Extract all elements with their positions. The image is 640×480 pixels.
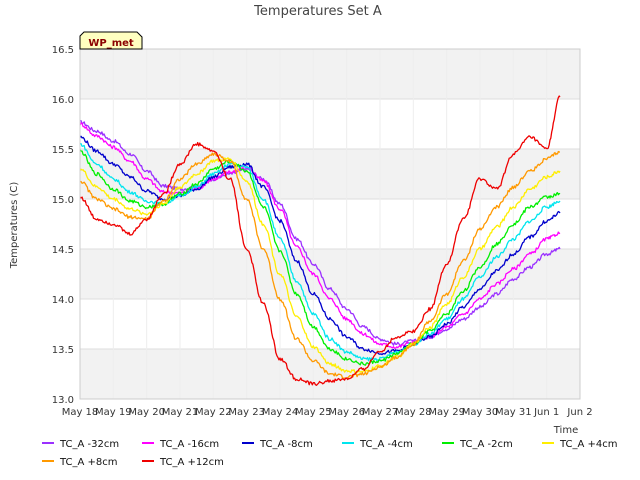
series-line <box>79 150 560 379</box>
x-tick-label: May 23 <box>228 407 265 418</box>
x-tick-label: May 26 <box>328 407 365 418</box>
y-axis-ticks: 13.0 13.5 14.0 14.5 15.0 15.5 16.0 16.5 <box>52 45 74 406</box>
plot-area <box>80 49 580 399</box>
series-line <box>79 135 561 356</box>
x-tick-label: May 19 <box>95 407 132 418</box>
y-tick-label: 13.5 <box>52 345 74 356</box>
series-line <box>79 157 561 374</box>
y-tick-label: 13.0 <box>52 395 74 406</box>
x-tick-label: May 21 <box>162 407 199 418</box>
legend-label: TC_A -4cm <box>359 439 413 450</box>
x-tick-label: Jun 2 <box>566 407 592 418</box>
y-tick-label: 15.5 <box>52 145 74 156</box>
y-axis-title: Temperatures (C) <box>9 182 20 270</box>
legend-label: TC_A -32cm <box>59 439 119 450</box>
background-band <box>80 249 580 299</box>
x-tick-label: Jun 1 <box>533 407 559 418</box>
series-line <box>79 95 561 386</box>
plot-frame <box>79 48 581 400</box>
series-lines <box>79 95 561 386</box>
legend-label: TC_A -2cm <box>459 439 513 450</box>
site-badge: WP_met <box>79 31 143 50</box>
x-tick-label: May 20 <box>128 407 165 418</box>
background-band <box>80 49 580 99</box>
chart-title: Temperatures Set A <box>253 4 382 19</box>
legend-label: TC_A +8cm <box>59 457 118 468</box>
x-tick-label: May 27 <box>362 407 399 418</box>
x-tick-label: May 28 <box>395 407 432 418</box>
plot-background <box>80 49 580 399</box>
x-tick-label: May 18 <box>62 407 99 418</box>
background-band <box>80 149 580 199</box>
legend: TC_A -32cm TC_A -16cm TC_A -8cm TC_A -4cm TC… <box>42 439 618 468</box>
series-line <box>79 122 561 349</box>
x-tick-label: May 29 <box>428 407 465 418</box>
x-axis-title: Time <box>553 425 578 436</box>
x-tick-label: May 22 <box>195 407 232 418</box>
legend-label: TC_A -8cm <box>259 439 313 450</box>
x-tick-label: May 31 <box>495 407 532 418</box>
series-line <box>80 119 561 346</box>
y-tick-label: 14.5 <box>52 245 74 256</box>
y-tick-label: 14.0 <box>52 295 74 306</box>
legend-label: TC_A +4cm <box>559 439 618 450</box>
y-tick-label: 16.0 <box>52 95 74 106</box>
x-tick-label: May 30 <box>462 407 499 418</box>
x-tick-label: May 25 <box>295 407 332 418</box>
y-tick-label: 16.5 <box>52 45 74 56</box>
badge-box <box>79 31 143 50</box>
x-tick-label: May 24 <box>262 407 299 418</box>
y-tick-label: 15.0 <box>52 195 74 206</box>
legend-label: TC_A +12cm <box>159 457 224 468</box>
legend-label: TC_A -16cm <box>159 439 219 450</box>
badge-label: WP_met <box>88 38 134 49</box>
